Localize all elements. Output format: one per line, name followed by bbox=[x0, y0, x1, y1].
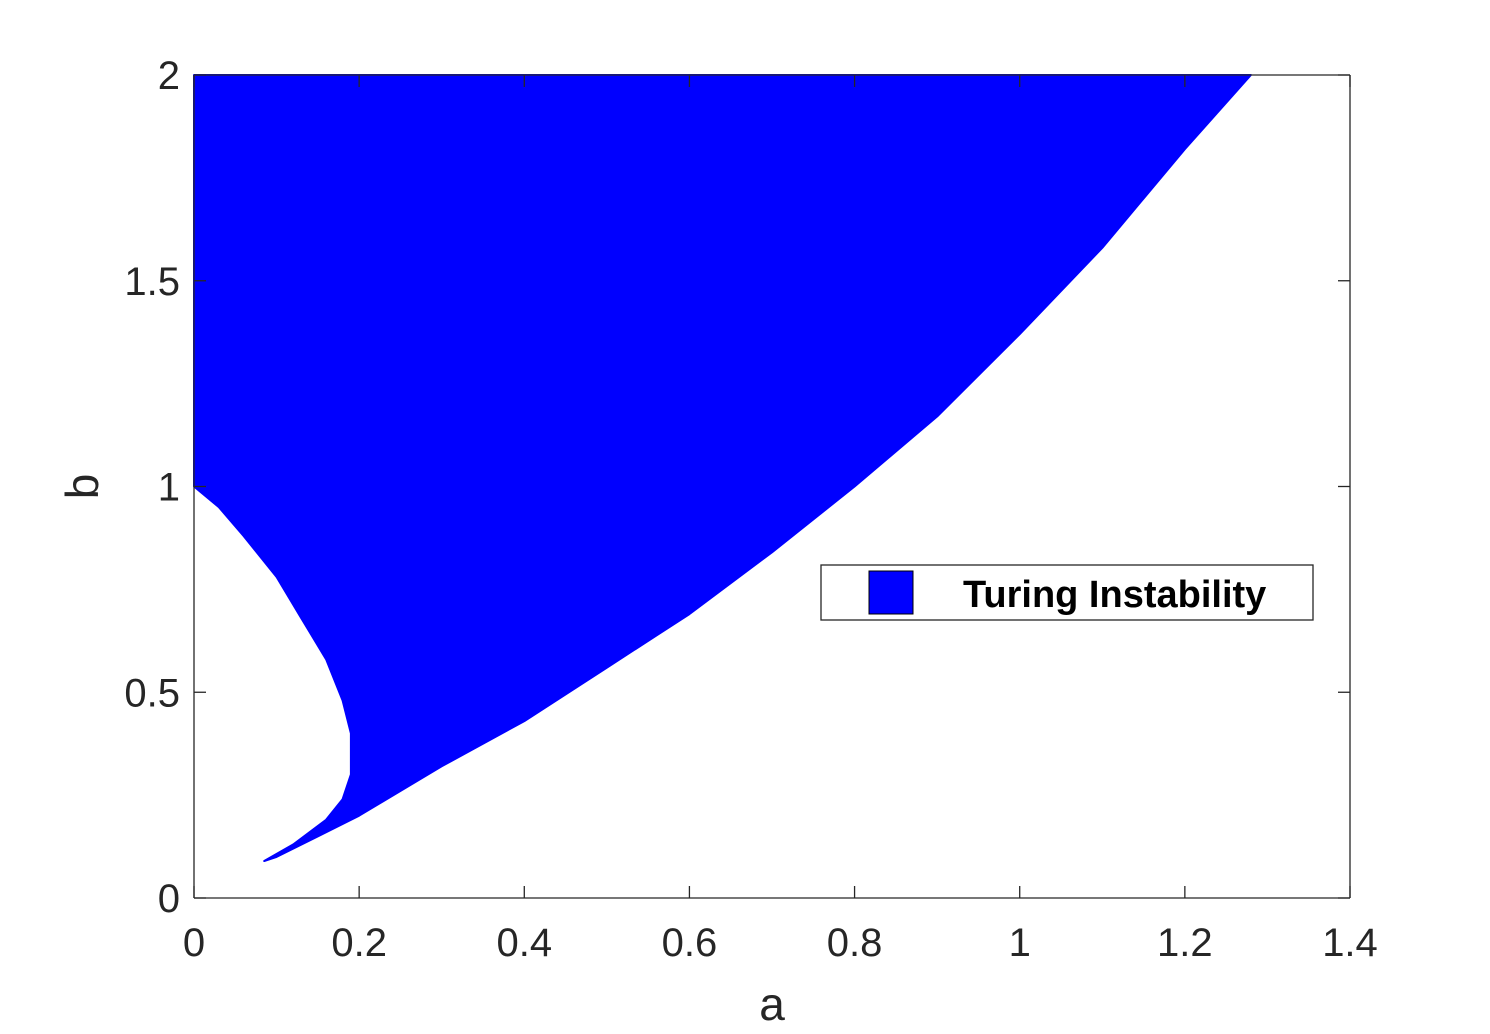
y-tick-label: 0.5 bbox=[124, 671, 180, 715]
y-axis-label: b bbox=[56, 474, 108, 500]
plot-area bbox=[193, 74, 1252, 862]
legend-label-turing-instability: Turing Instability bbox=[963, 574, 1266, 616]
legend-swatch bbox=[868, 570, 914, 615]
x-tick-label: 1.2 bbox=[1157, 921, 1213, 965]
y-tick-label: 2 bbox=[158, 54, 180, 98]
x-tick-label: 0.6 bbox=[662, 921, 718, 965]
axes bbox=[193, 74, 1351, 899]
legend: Turing Instability bbox=[820, 564, 1314, 621]
x-axis-ticks: 0 0.2 0.4 0.6 0.8 1 1.2 1.4 bbox=[183, 75, 1378, 965]
x-tick-label: 0.4 bbox=[496, 921, 552, 965]
x-tick-label: 1 bbox=[1009, 921, 1031, 965]
y-tick-label: 0 bbox=[158, 877, 180, 921]
x-tick-label: 0.2 bbox=[331, 921, 387, 965]
x-tick-label: 1.4 bbox=[1322, 921, 1378, 965]
y-tick-label: 1 bbox=[158, 466, 180, 510]
x-axis-label: a bbox=[759, 978, 785, 1030]
y-tick-label: 1.5 bbox=[124, 260, 180, 304]
y-axis-ticks: 0 0.5 1 1.5 2 bbox=[124, 54, 1350, 921]
turing-instability-region bbox=[193, 74, 1252, 862]
x-tick-label: 0.8 bbox=[827, 921, 883, 965]
x-tick-label: 0 bbox=[183, 921, 205, 965]
